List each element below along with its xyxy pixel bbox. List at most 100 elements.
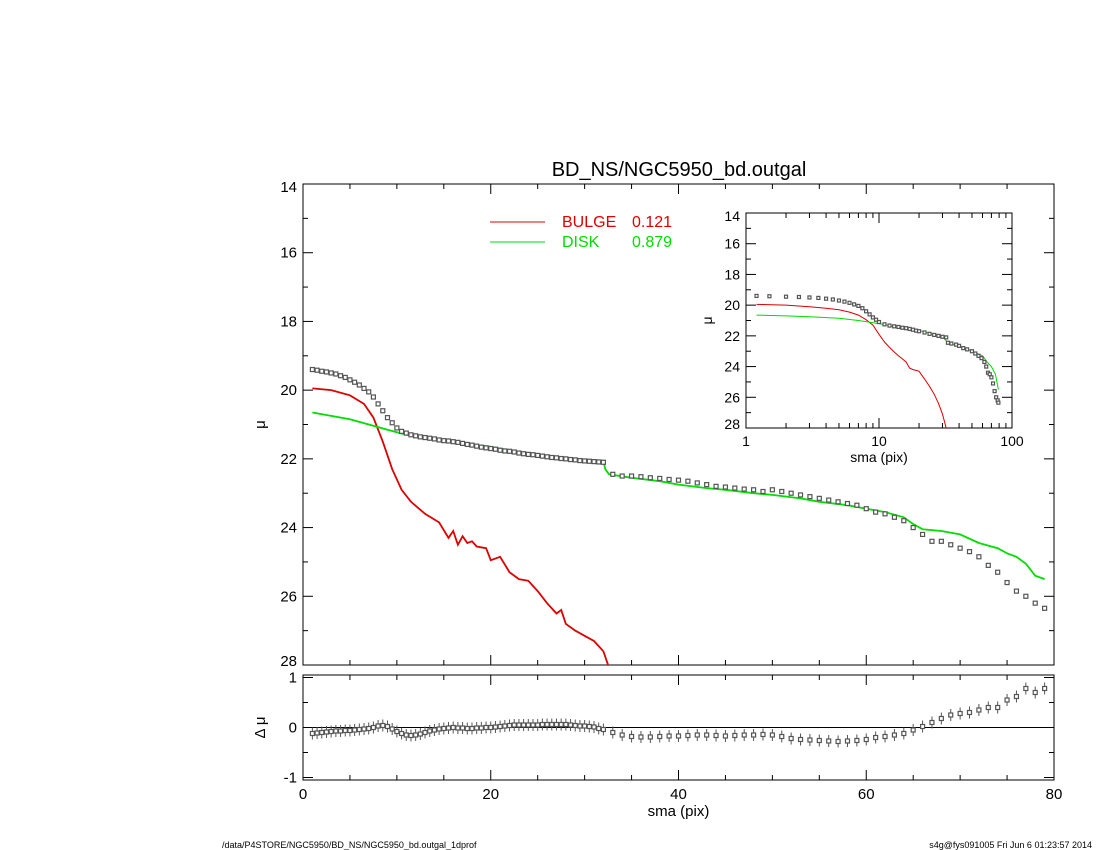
residual-data-point xyxy=(1004,697,1010,703)
residual-data-point xyxy=(586,723,592,730)
residual-data-point xyxy=(413,732,419,738)
inset-xtick-label: 100 xyxy=(1000,433,1024,449)
main-data-point xyxy=(704,482,710,488)
main-data-point xyxy=(469,442,475,448)
residual-data-point xyxy=(516,722,522,728)
main-data-point xyxy=(657,475,663,482)
residual-data-point xyxy=(492,724,499,730)
inset-data-point xyxy=(816,295,821,301)
inset-data-point xyxy=(754,293,759,299)
main-data-point xyxy=(431,436,438,442)
residual-data-point xyxy=(666,733,672,739)
residual-data-point xyxy=(647,734,653,740)
main-data-point xyxy=(600,459,607,465)
inset-data-point xyxy=(887,323,892,328)
residual-data-point xyxy=(938,715,944,722)
main-data-point xyxy=(816,495,822,501)
main-data-point xyxy=(394,425,400,431)
residual-data-point xyxy=(929,719,935,726)
residual-data-point xyxy=(323,729,330,735)
residual-data-point xyxy=(797,736,804,743)
inset-data-point xyxy=(961,346,966,351)
residual-data-point xyxy=(309,730,315,737)
main-ytick-label: 14 xyxy=(280,179,297,196)
inset-data-point xyxy=(940,334,945,339)
residual-xlabel: sma (pix) xyxy=(648,803,710,820)
residual-data-point xyxy=(985,704,991,711)
main-data-point xyxy=(797,492,804,498)
main-data-point xyxy=(502,448,508,454)
inset-data-point xyxy=(956,343,962,348)
main-data-point xyxy=(459,440,466,446)
inset-panel xyxy=(745,212,1013,429)
residual-data-point xyxy=(478,725,484,731)
residual-data-point xyxy=(577,723,583,729)
main-series-group xyxy=(309,366,1048,665)
residual-data-point xyxy=(469,725,475,732)
main-data-point xyxy=(966,549,973,555)
residual-data-point xyxy=(488,724,494,731)
residual-data-point xyxy=(816,737,822,744)
main-data-point xyxy=(685,478,691,484)
residual-data-point xyxy=(882,733,888,740)
residual-data-point xyxy=(408,732,414,739)
inset-data-point xyxy=(922,330,927,335)
inset-data-point xyxy=(984,364,989,369)
residual-data-point xyxy=(704,732,710,738)
main-data-point xyxy=(398,428,405,434)
residual-data-point xyxy=(600,726,607,733)
main-data-point xyxy=(788,490,794,496)
residual-data-point xyxy=(328,728,334,735)
residual-data-point xyxy=(750,732,757,738)
main-data-point xyxy=(610,471,616,477)
main-data-point xyxy=(638,474,644,480)
residual-data-point xyxy=(591,724,597,730)
residual-data-point xyxy=(445,725,452,731)
residual-data-point xyxy=(854,737,860,744)
residual-data-point xyxy=(844,738,851,744)
main-data-point xyxy=(835,499,841,505)
main-data-point xyxy=(413,433,419,439)
main-data-point xyxy=(488,445,494,452)
inset-data-point xyxy=(796,294,802,300)
residual-data-point xyxy=(535,722,541,728)
main-data-point xyxy=(985,562,991,568)
main-data-point xyxy=(957,545,963,551)
main-data-point xyxy=(408,432,414,438)
residual-data-point xyxy=(521,722,527,728)
inset-data-point xyxy=(876,319,882,325)
residual-ytick-label: 1 xyxy=(289,670,297,687)
residual-data-point xyxy=(558,721,564,728)
main-data-point xyxy=(352,379,358,385)
residual-data-point xyxy=(741,732,747,738)
residual-data-point xyxy=(436,726,442,732)
main-data-point xyxy=(675,477,682,483)
main-data-point xyxy=(591,459,597,465)
residual-data-point xyxy=(375,723,381,729)
inset-data-point xyxy=(830,297,835,302)
main-data-point xyxy=(976,554,982,560)
inset-data-point xyxy=(979,356,984,361)
residual-data-point xyxy=(563,721,569,728)
residual-xtick-label: 20 xyxy=(482,786,499,803)
main-data-point xyxy=(948,542,954,548)
residual-data-point xyxy=(525,722,531,728)
main-data-point xyxy=(910,524,916,531)
main-data-point xyxy=(516,450,522,456)
residual-data-point xyxy=(760,731,766,738)
residual-data-point xyxy=(619,732,625,738)
inset-data-point xyxy=(852,302,857,307)
residual-data-point xyxy=(596,725,602,732)
residual-data-point xyxy=(1023,685,1029,692)
main-data-point xyxy=(586,458,592,464)
main-data-point xyxy=(450,439,456,445)
inset-series-group xyxy=(754,293,1001,428)
inset-ytick-label: 26 xyxy=(724,389,740,405)
main-data-point xyxy=(563,456,569,462)
residual-data-point xyxy=(901,730,907,737)
residual-data-point xyxy=(685,732,691,739)
main-data-point xyxy=(549,454,555,461)
main-panel xyxy=(302,183,1055,666)
main-ytick-label: 26 xyxy=(280,588,297,605)
main-data-point xyxy=(713,483,719,489)
